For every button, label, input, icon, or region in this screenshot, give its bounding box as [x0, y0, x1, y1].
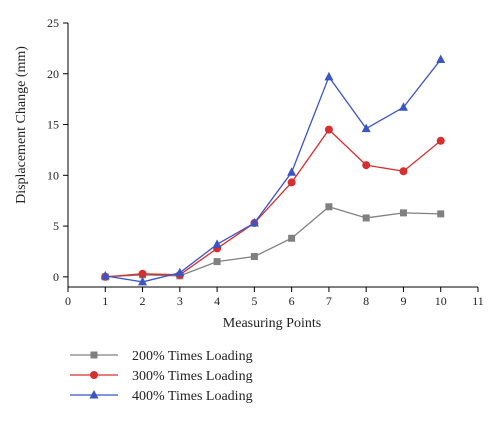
data-point [324, 71, 334, 81]
x-axis-title: Measuring Points [223, 316, 321, 331]
x-tick-label: 9 [400, 294, 406, 308]
data-point [100, 270, 110, 280]
x-tick-label: 0 [65, 294, 71, 308]
x-tick-label: 11 [472, 294, 484, 308]
x-tick-label: 3 [177, 294, 183, 308]
y-tick-label: 10 [47, 168, 59, 182]
legend-label: 200% Times Loading [132, 349, 253, 364]
y-tick-label: 25 [47, 16, 59, 30]
data-point [287, 178, 296, 187]
y-tick-label: 5 [53, 219, 59, 233]
y-tick-label: 20 [47, 67, 59, 81]
data-point [250, 253, 258, 261]
data-point [399, 209, 407, 217]
legend-marker [90, 351, 98, 359]
y-tick-label: 15 [47, 118, 59, 132]
y-tick-label: 0 [53, 270, 59, 284]
legend-entry: 300% Times Loading [70, 369, 253, 384]
y-axis-title: Displacement Change (mm) [14, 46, 29, 204]
data-point [212, 239, 222, 248]
series-3 [100, 54, 446, 286]
series-1 [101, 203, 445, 281]
axes: 0 1 2 3 4 5 6 7 8 9 10 11 0 5 10 15 20 25 [47, 16, 484, 308]
data-point [138, 276, 148, 286]
x-tick-label: 10 [435, 294, 447, 308]
data-point [138, 269, 147, 278]
data-point [324, 125, 333, 134]
data-point [213, 258, 221, 266]
x-tick-label: 2 [140, 294, 146, 308]
legend-entry: 400% Times Loading [70, 389, 253, 404]
x-tick-label: 4 [214, 294, 220, 308]
x-tick-label: 1 [102, 294, 108, 308]
legend-marker [90, 371, 98, 379]
legend-label: 300% Times Loading [132, 369, 253, 384]
legend-marker [89, 390, 99, 399]
data-point [362, 214, 370, 222]
data-point [287, 167, 297, 176]
x-tick-label: 7 [326, 294, 332, 308]
legend: 200% Times Loading 300% Times Loading 400%… [70, 349, 253, 404]
data-point [436, 54, 446, 64]
legend-entry: 200% Times Loading [70, 349, 253, 364]
data-point [361, 123, 371, 133]
data-point [436, 136, 445, 145]
x-tick-label: 8 [363, 294, 369, 308]
legend-label: 400% Times Loading [132, 389, 253, 404]
data-point [249, 218, 259, 227]
x-tick-label: 6 [289, 294, 295, 308]
data-point [362, 161, 371, 170]
series-2 [101, 125, 445, 281]
data-point [288, 234, 296, 242]
series-line [105, 128, 442, 278]
series-line [105, 206, 441, 278]
x-tick-label: 5 [251, 294, 257, 308]
data-point [437, 210, 445, 218]
data-point [175, 267, 185, 277]
data-point [398, 102, 408, 111]
data-point [399, 167, 408, 176]
series-line [105, 59, 442, 283]
series-layer [100, 54, 446, 286]
data-point [325, 203, 333, 211]
